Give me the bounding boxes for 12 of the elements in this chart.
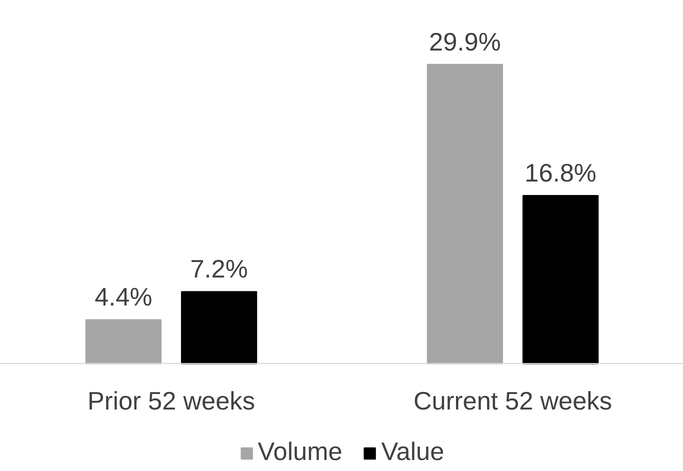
bar [426, 64, 504, 364]
data-label: 29.9% [429, 28, 501, 56]
data-label: 7.2% [190, 256, 248, 284]
x-tick-label: Prior 52 weeks [87, 388, 256, 416]
data-label: 16.8% [524, 160, 596, 188]
bar [180, 291, 258, 364]
data-label: 4.4% [94, 284, 152, 312]
legend-label: Volume [258, 438, 342, 467]
bar [85, 319, 162, 364]
x-tick-label: Current 52 weeks [414, 388, 612, 416]
bar [522, 195, 599, 364]
legend-label: Value [381, 438, 444, 467]
